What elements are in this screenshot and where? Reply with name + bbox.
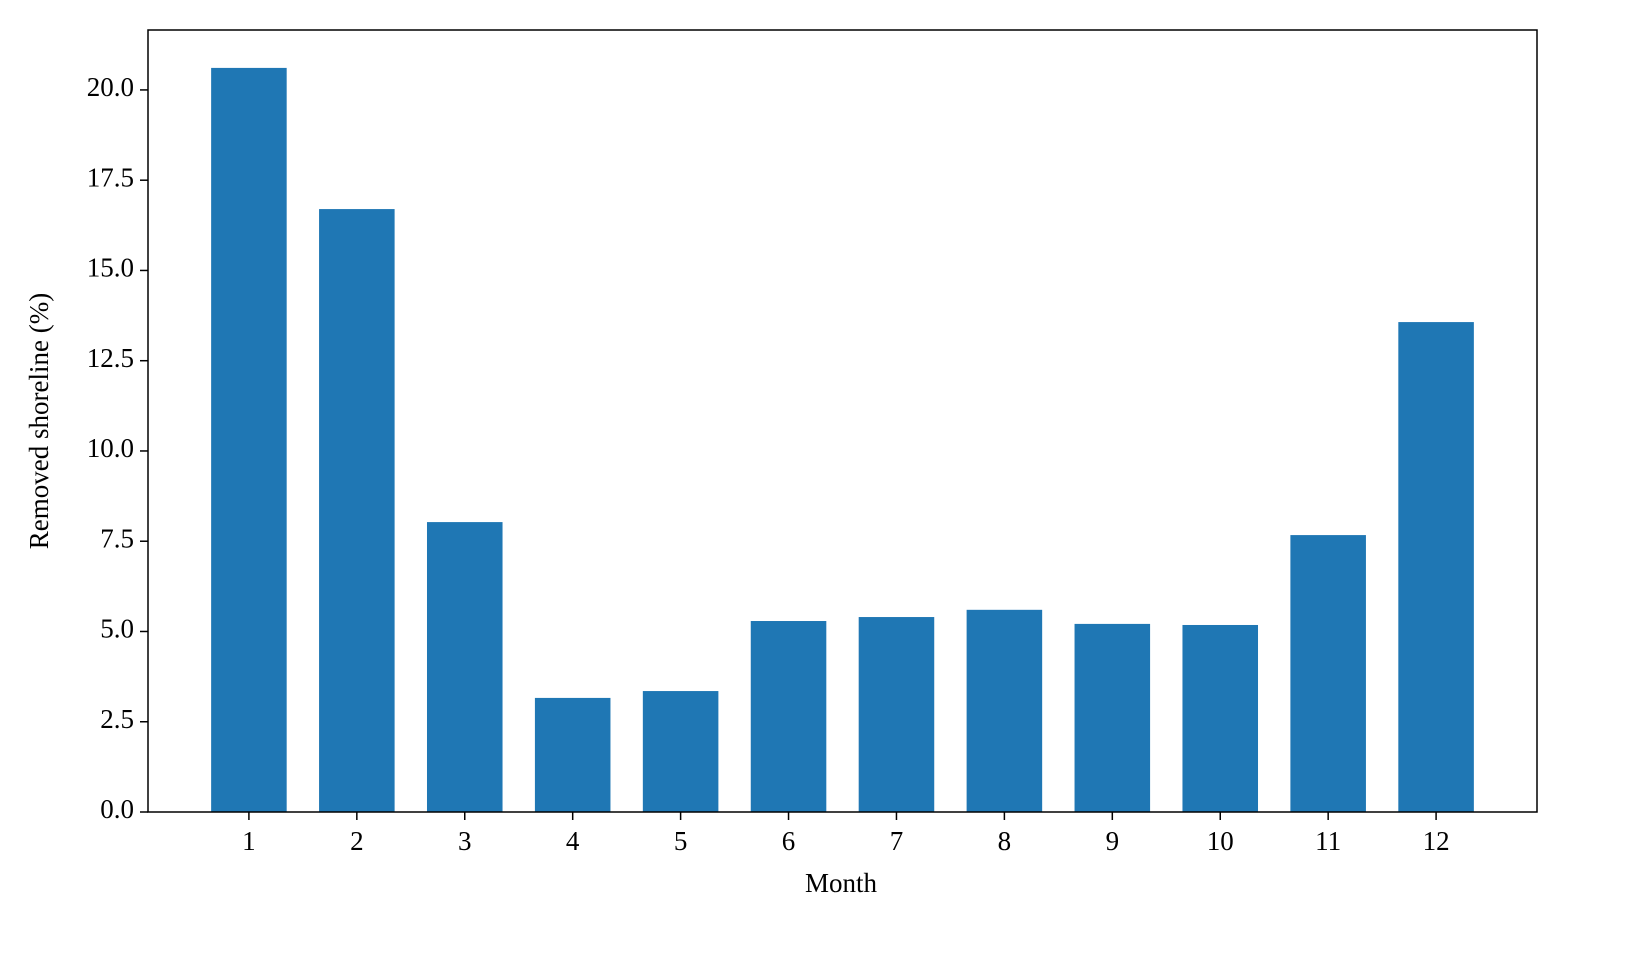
y-tick-label: 2.5 [100, 704, 134, 734]
x-tick-label: 12 [1423, 826, 1450, 856]
y-tick-label: 5.0 [100, 614, 134, 644]
y-tick-label: 7.5 [100, 523, 134, 553]
x-tick-label: 11 [1315, 826, 1341, 856]
x-axis-label: Month [805, 868, 878, 898]
x-tick-label: 3 [458, 826, 472, 856]
y-tick-label: 0.0 [100, 794, 134, 824]
y-tick-label: 20.0 [87, 72, 134, 102]
x-tick-label: 5 [674, 826, 688, 856]
bar [750, 621, 827, 812]
bar [1074, 623, 1151, 812]
bar [858, 617, 935, 812]
y-tick-label: 17.5 [87, 162, 134, 192]
x-tick-label: 1 [242, 826, 256, 856]
y-tick-label: 15.0 [87, 253, 134, 283]
bar [1398, 322, 1474, 812]
x-tick-label: 9 [1106, 826, 1120, 856]
x-tick-label: 8 [998, 826, 1012, 856]
bar [319, 209, 395, 813]
y-tick-label: 12.5 [87, 343, 134, 373]
x-tick-label: 4 [566, 826, 580, 856]
x-tick-label: 7 [890, 826, 904, 856]
y-tick-label: 10.0 [87, 433, 134, 463]
x-tick-label: 6 [782, 826, 796, 856]
plot-frame [147, 29, 1538, 813]
bar [426, 522, 503, 812]
bar [1290, 535, 1366, 812]
x-tick-label: 10 [1207, 826, 1234, 856]
bar [642, 691, 719, 812]
bar [1182, 624, 1259, 812]
bar [211, 67, 287, 813]
bar [966, 609, 1043, 812]
bar [534, 697, 611, 812]
x-tick-label: 2 [350, 826, 364, 856]
y-axis-label: Removed shoreline (%) [24, 293, 54, 549]
